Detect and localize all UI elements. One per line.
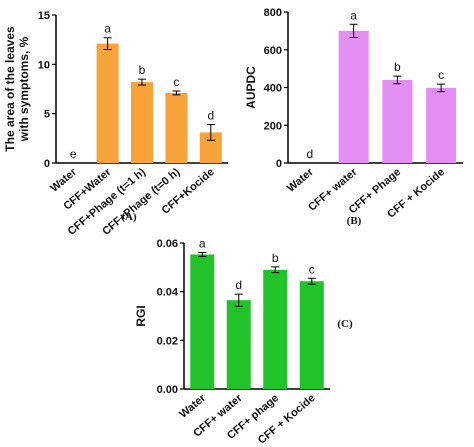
error-bar [234, 293, 243, 307]
bar [426, 87, 457, 163]
y-tick-label: 0.04 [157, 287, 179, 299]
y-tick-label: 0.06 [157, 238, 178, 250]
significance-letter: d [235, 278, 242, 292]
error-bar [206, 124, 215, 141]
y-tick-label: 800 [264, 7, 282, 19]
y-tick-label: 600 [264, 45, 282, 57]
bar [96, 43, 119, 163]
significance-letter: b [394, 60, 401, 74]
y-tick-label: 200 [264, 120, 282, 132]
error-bar [437, 83, 446, 93]
y-tick-label: 0 [276, 158, 282, 170]
error-bar [349, 23, 358, 38]
y-tick-label: 10 [38, 59, 50, 71]
bar [338, 30, 369, 163]
caption: (B) [347, 215, 362, 227]
significance-letter: d [207, 109, 214, 123]
significance-letter: c [438, 68, 444, 82]
bar [382, 79, 413, 163]
bar [199, 132, 222, 163]
significance-letter: c [173, 75, 179, 89]
error-bar [393, 75, 402, 85]
bar [226, 300, 251, 389]
significance-letter: c [309, 262, 315, 276]
y-tick-label: 400 [264, 83, 282, 95]
error-bar [198, 251, 207, 257]
significance-letter: d [307, 147, 314, 161]
significance-letter: b [272, 251, 279, 265]
x-tick-label: Water [285, 166, 316, 195]
significance-letter: b [139, 63, 146, 77]
x-tick-label: Water [48, 166, 79, 195]
significance-letter: a [350, 8, 357, 22]
bar [165, 92, 188, 163]
y-tick-label: 0.02 [157, 335, 178, 347]
bar [190, 254, 215, 389]
y-axis-label: RGI [134, 305, 148, 326]
error-bar [307, 277, 316, 285]
significance-letter: e [70, 147, 77, 161]
significance-letter: a [199, 236, 206, 250]
error-bar [138, 78, 146, 86]
y-tick-label: 0 [44, 158, 50, 170]
error-bar [103, 37, 112, 51]
y-tick-label: 15 [38, 10, 50, 22]
bar [131, 82, 153, 163]
caption: (C) [337, 318, 353, 330]
x-tick-label: Water [177, 392, 208, 421]
y-tick-label: 5 [44, 109, 50, 121]
y-axis-label: The area of the leaves [3, 26, 17, 152]
error-bar [172, 90, 181, 96]
error-bar [271, 266, 280, 274]
y-axis-label: with symptoms, % [17, 36, 31, 142]
y-axis-label: AUPDC [244, 66, 258, 109]
bar [263, 269, 288, 389]
caption: (A) [121, 211, 137, 223]
y-tick-label: 0.00 [157, 384, 178, 396]
significance-letter: a [104, 22, 111, 36]
bar [299, 281, 324, 389]
